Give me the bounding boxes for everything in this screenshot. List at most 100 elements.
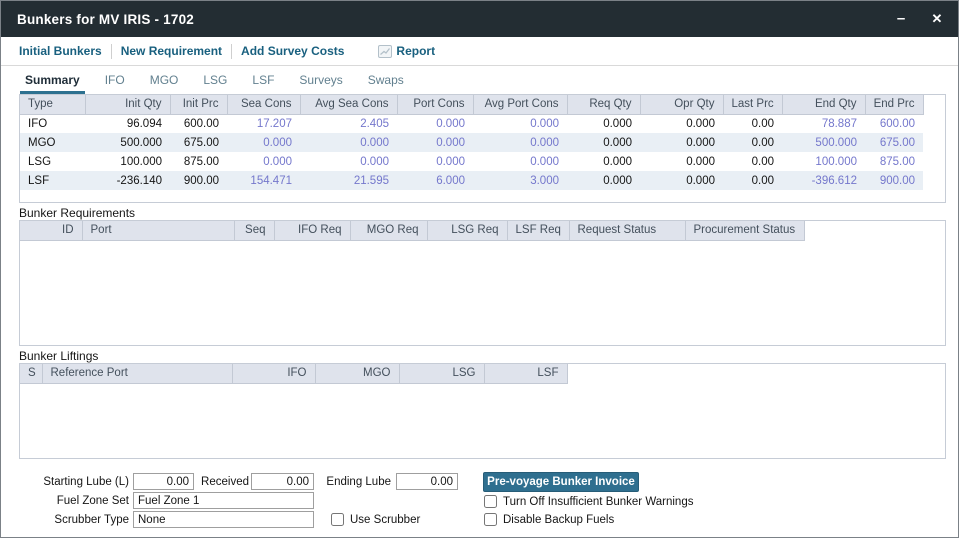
tab-surveys[interactable]: Surveys — [299, 73, 343, 87]
table-row[interactable]: LSF -236.140 900.00 154.471 21.595 6.000 3.000… — [20, 171, 923, 190]
cell: 500.000 — [782, 133, 865, 152]
window-title: Bunkers for MV IRIS - 1702 — [17, 11, 195, 27]
cell: 100.000 — [120, 155, 162, 168]
column-header-end-qty[interactable]: End Qty — [782, 95, 866, 115]
initial-bunkers-button[interactable]: Initial Bunkers — [19, 44, 102, 58]
column-header-request-status[interactable]: Request Status — [569, 221, 686, 241]
close-button[interactable]: ✕ — [931, 11, 943, 26]
bunker-requirements-panel: ID Port Seq IFO Req MGO Req LSG Req LSF Req Req… — [19, 220, 946, 346]
column-header-mgo[interactable]: MGO — [315, 364, 400, 384]
cell: 875.00 — [879, 155, 915, 168]
column-header-procurement-status[interactable]: Procurement Status — [685, 221, 805, 241]
turn-off-warnings-checkbox-input[interactable] — [484, 495, 497, 508]
fuel-zone-set-label: Fuel Zone Set — [56, 495, 129, 507]
column-header-lsf[interactable]: LSF — [484, 364, 568, 384]
table-row[interactable]: IFO 96.094 600.00 17.207 2.405 0.000 0.000 0.00… — [20, 114, 923, 133]
table-row[interactable]: MGO 500.000 675.00 0.000 0.000 0.000 0.000 0.00… — [20, 133, 923, 152]
summary-grid-panel: Type Init Qty Init Prc Sea Cons Avg Sea Cons… — [19, 94, 946, 203]
cell: -396.612 — [782, 171, 865, 190]
cell: 2.405 — [360, 117, 389, 130]
bunker-requirements-table: ID Port Seq IFO Req MGO Req LSG Req LSF Req Req… — [20, 221, 805, 241]
column-header-sea-cons[interactable]: Sea Cons — [227, 95, 301, 115]
cell: LSG — [28, 155, 52, 168]
column-header-port[interactable]: Port — [82, 221, 235, 241]
tab-swaps[interactable]: Swaps — [367, 73, 404, 87]
cell: 900.00 — [865, 171, 923, 190]
header-row: Type Init Qty Init Prc Sea Cons Avg Sea Cons… — [20, 95, 924, 115]
column-header-init-prc[interactable]: Init Prc — [170, 95, 228, 115]
column-header-id[interactable]: ID — [20, 221, 83, 241]
column-header-ifo[interactable]: IFO — [232, 364, 316, 384]
tab-summary[interactable]: Summary — [20, 73, 85, 94]
cell: 600.00 — [183, 117, 219, 130]
cell: 100.000 — [815, 155, 857, 168]
cell: LSF — [20, 171, 85, 190]
report-button[interactable]: Report — [378, 44, 435, 58]
pre-voyage-bunker-invoice-button[interactable]: Pre-voyage Bunker Invoice — [483, 472, 639, 492]
cell: 0.000 — [603, 117, 632, 130]
use-scrubber-label: Use Scrubber — [350, 513, 421, 526]
received-input[interactable] — [251, 473, 314, 490]
bunker-liftings-panel: S Reference Port IFO MGO LSG LSF — [19, 363, 946, 459]
tab-mgo[interactable]: MGO — [149, 73, 179, 87]
cell: 0.000 — [530, 155, 559, 168]
cell: 0.000 — [640, 133, 723, 152]
cell: 0.000 — [436, 117, 465, 130]
scrubber-type-label: Scrubber Type — [54, 514, 129, 526]
header-row: ID Port Seq IFO Req MGO Req LSG Req LSF Req Req… — [20, 221, 805, 241]
cell: 78.887 — [821, 117, 857, 130]
column-header-end-prc[interactable]: End Prc — [865, 95, 924, 115]
column-header-port-cons[interactable]: Port Cons — [397, 95, 474, 115]
column-header-avg-port-cons[interactable]: Avg Port Cons — [473, 95, 568, 115]
column-header-seq[interactable]: Seq — [234, 221, 275, 241]
column-header-type[interactable]: Type — [20, 95, 86, 115]
tab-lsf[interactable]: LSF — [252, 73, 275, 87]
column-header-mgo-req[interactable]: MGO Req — [350, 221, 428, 241]
cell: 3.000 — [473, 171, 567, 190]
new-requirement-button[interactable]: New Requirement — [120, 44, 223, 58]
minimize-button[interactable]: – — [896, 10, 906, 27]
disable-backup-fuels-checkbox[interactable]: Disable Backup Fuels — [484, 513, 614, 526]
cell: 0.000 — [686, 155, 715, 168]
toolbar: Initial Bunkers New Requirement Add Surv… — [1, 37, 958, 66]
column-header-ifo-req[interactable]: IFO Req — [274, 221, 351, 241]
starting-lube-input[interactable] — [133, 473, 194, 490]
column-header-avg-sea-cons[interactable]: Avg Sea Cons — [300, 95, 398, 115]
column-header-s[interactable]: S — [20, 364, 43, 384]
column-header-opr-qty[interactable]: Opr Qty — [640, 95, 724, 115]
cell: 675.00 — [170, 133, 227, 152]
table-row[interactable]: LSG 100.000 875.00 0.000 0.000 0.000 0.000 0.00… — [20, 152, 923, 171]
cell: 675.00 — [865, 133, 923, 152]
tab-lsg[interactable]: LSG — [203, 73, 228, 87]
column-header-init-qty[interactable]: Init Qty — [85, 95, 171, 115]
turn-off-warnings-checkbox[interactable]: Turn Off Insufficient Bunker Warnings — [484, 495, 693, 508]
column-header-lsf-req[interactable]: LSF Req — [507, 221, 570, 241]
summary-table: Type Init Qty Init Prc Sea Cons Avg Sea Cons… — [20, 95, 924, 190]
cell: 0.000 — [436, 155, 465, 168]
cell: 0.000 — [227, 133, 300, 152]
column-header-lsg-req[interactable]: LSG Req — [427, 221, 508, 241]
cell: 0.00 — [723, 171, 782, 190]
fuel-zone-set-input[interactable] — [133, 492, 314, 509]
cell: 0.000 — [640, 171, 723, 190]
tab-bar: Summary IFO MGO LSG LSF Surveys Swaps — [1, 67, 958, 94]
cell: 0.00 — [723, 133, 782, 152]
title-bar: Bunkers for MV IRIS - 1702 – ✕ — [1, 1, 958, 37]
use-scrubber-checkbox[interactable]: Use Scrubber — [331, 513, 420, 526]
column-header-lsg[interactable]: LSG — [399, 364, 485, 384]
disable-backup-fuels-checkbox-input[interactable] — [484, 513, 497, 526]
add-survey-costs-button[interactable]: Add Survey Costs — [241, 44, 345, 58]
use-scrubber-checkbox-input[interactable] — [331, 513, 344, 526]
cell: 0.000 — [686, 117, 715, 130]
column-header-reference-port[interactable]: Reference Port — [42, 364, 233, 384]
column-header-last-prc[interactable]: Last Prc — [723, 95, 783, 115]
cell: 0.000 — [530, 117, 559, 130]
ending-lube-input[interactable] — [396, 473, 458, 490]
tab-ifo[interactable]: IFO — [104, 73, 125, 87]
column-header-req-qty[interactable]: Req Qty — [567, 95, 641, 115]
cell: 0.000 — [567, 171, 640, 190]
cell: 96.094 — [126, 117, 162, 130]
scrubber-type-input[interactable] — [133, 511, 314, 528]
cell: 0.000 — [263, 155, 292, 168]
bunker-liftings-heading: Bunker Liftings — [19, 349, 99, 363]
